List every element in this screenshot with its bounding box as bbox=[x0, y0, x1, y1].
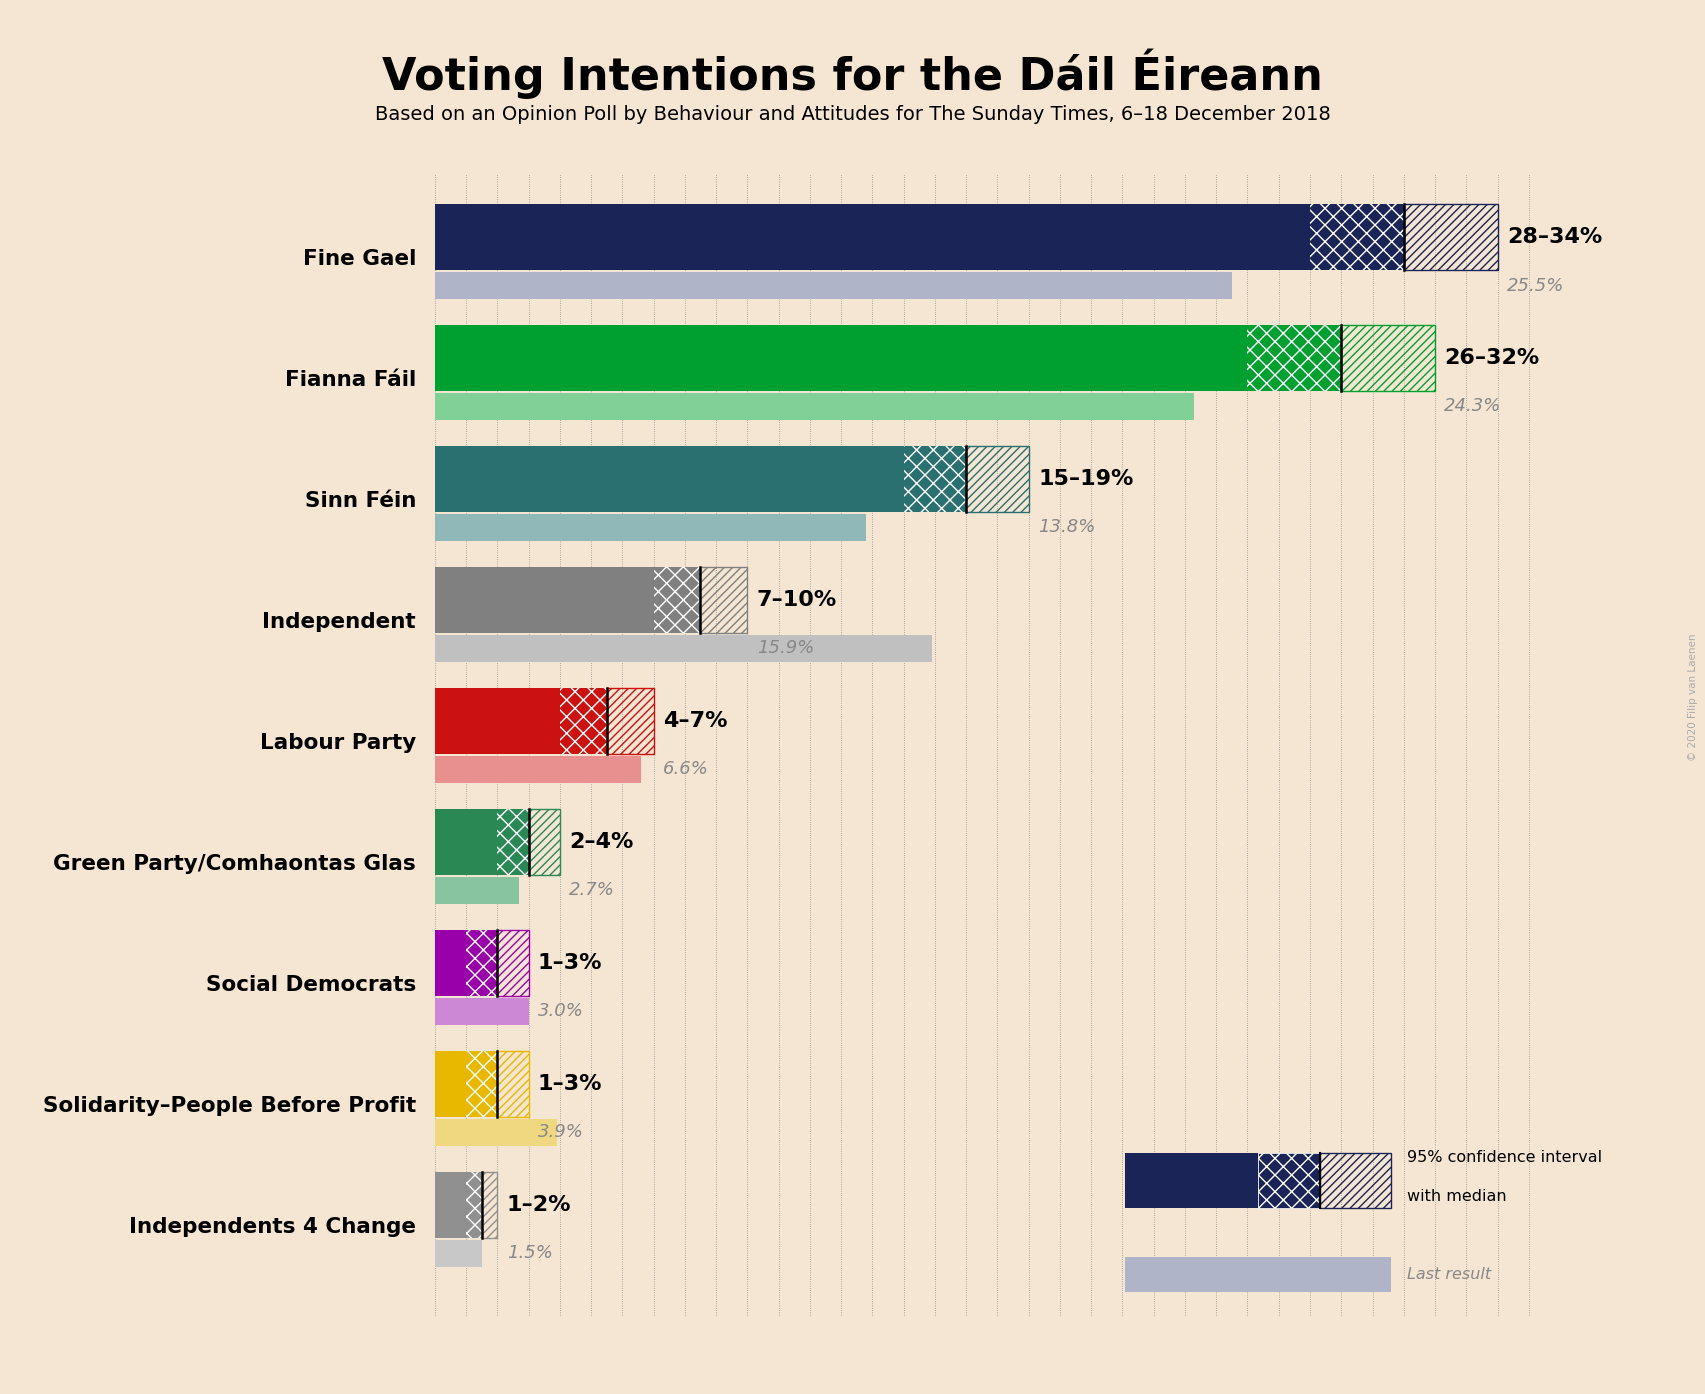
Bar bbox=[435, 514, 866, 541]
Text: Voting Intentions for the Dáil Éireann: Voting Intentions for the Dáil Éireann bbox=[382, 49, 1323, 99]
Text: 4–7%: 4–7% bbox=[663, 711, 728, 730]
Bar bbox=[435, 809, 498, 875]
Bar bbox=[498, 930, 529, 997]
Bar bbox=[435, 1239, 483, 1267]
Bar bbox=[483, 1171, 498, 1238]
Text: © 2020 Filip van Laenen: © 2020 Filip van Laenen bbox=[1688, 633, 1698, 761]
Bar bbox=[1248, 325, 1342, 392]
Bar bbox=[435, 567, 653, 633]
Text: Fianna Fáil: Fianna Fáil bbox=[285, 369, 416, 390]
Bar bbox=[1125, 1257, 1391, 1292]
Text: Last result: Last result bbox=[1407, 1267, 1490, 1282]
Bar bbox=[435, 272, 1231, 298]
Bar bbox=[435, 877, 518, 903]
Bar bbox=[1342, 325, 1436, 392]
Bar bbox=[1258, 1153, 1320, 1209]
Bar bbox=[1125, 1153, 1258, 1209]
Text: 3.0%: 3.0% bbox=[539, 1002, 583, 1020]
Text: 3.9%: 3.9% bbox=[539, 1124, 583, 1142]
Text: 15–19%: 15–19% bbox=[1038, 468, 1134, 489]
Bar bbox=[498, 809, 529, 875]
Text: Green Party/Comhaontas Glas: Green Party/Comhaontas Glas bbox=[53, 853, 416, 874]
Text: 95% confidence interval: 95% confidence interval bbox=[1407, 1150, 1601, 1165]
Bar bbox=[904, 446, 967, 513]
Text: Sinn Féin: Sinn Féin bbox=[305, 491, 416, 510]
Text: 1–3%: 1–3% bbox=[539, 1073, 602, 1094]
Bar bbox=[435, 636, 931, 662]
Bar bbox=[1320, 1153, 1391, 1209]
Bar bbox=[1403, 204, 1497, 270]
Text: 25.5%: 25.5% bbox=[1507, 276, 1563, 294]
Text: Social Democrats: Social Democrats bbox=[206, 974, 416, 995]
Bar bbox=[967, 446, 1028, 513]
Text: Labour Party: Labour Party bbox=[259, 733, 416, 753]
Text: 15.9%: 15.9% bbox=[757, 640, 813, 658]
Text: 2–4%: 2–4% bbox=[569, 832, 634, 852]
Bar bbox=[435, 204, 1309, 270]
Text: 7–10%: 7–10% bbox=[757, 590, 837, 611]
Text: with median: with median bbox=[1407, 1189, 1506, 1204]
Bar bbox=[529, 809, 559, 875]
Bar bbox=[498, 1051, 529, 1117]
Bar bbox=[435, 1171, 465, 1238]
Bar bbox=[435, 756, 641, 782]
Text: 1.5%: 1.5% bbox=[506, 1245, 552, 1262]
Text: Independent: Independent bbox=[263, 612, 416, 631]
Text: 28–34%: 28–34% bbox=[1507, 227, 1603, 247]
Bar bbox=[701, 567, 747, 633]
Bar bbox=[465, 1171, 483, 1238]
Bar bbox=[435, 1119, 556, 1146]
Bar bbox=[435, 998, 529, 1025]
Bar bbox=[435, 446, 904, 513]
Bar bbox=[1309, 204, 1403, 270]
Bar bbox=[435, 930, 465, 997]
Bar bbox=[435, 687, 559, 754]
Bar bbox=[435, 325, 1248, 392]
Text: Solidarity–People Before Profit: Solidarity–People Before Profit bbox=[43, 1096, 416, 1115]
Bar bbox=[559, 687, 607, 754]
Text: 24.3%: 24.3% bbox=[1444, 397, 1502, 415]
Text: 13.8%: 13.8% bbox=[1038, 519, 1095, 537]
Text: Independents 4 Change: Independents 4 Change bbox=[130, 1217, 416, 1236]
Bar bbox=[465, 930, 498, 997]
Text: 6.6%: 6.6% bbox=[663, 760, 709, 778]
Text: Fine Gael: Fine Gael bbox=[303, 250, 416, 269]
Bar bbox=[435, 1051, 465, 1117]
Bar bbox=[435, 393, 1194, 420]
Text: 1–2%: 1–2% bbox=[506, 1195, 571, 1214]
Text: 26–32%: 26–32% bbox=[1444, 348, 1540, 368]
Bar bbox=[653, 567, 701, 633]
Bar bbox=[465, 1051, 498, 1117]
Bar bbox=[607, 687, 653, 754]
Text: 2.7%: 2.7% bbox=[569, 881, 616, 899]
Text: Based on an Opinion Poll by Behaviour and Attitudes for The Sunday Times, 6–18 D: Based on an Opinion Poll by Behaviour an… bbox=[375, 105, 1330, 124]
Text: 1–3%: 1–3% bbox=[539, 953, 602, 973]
